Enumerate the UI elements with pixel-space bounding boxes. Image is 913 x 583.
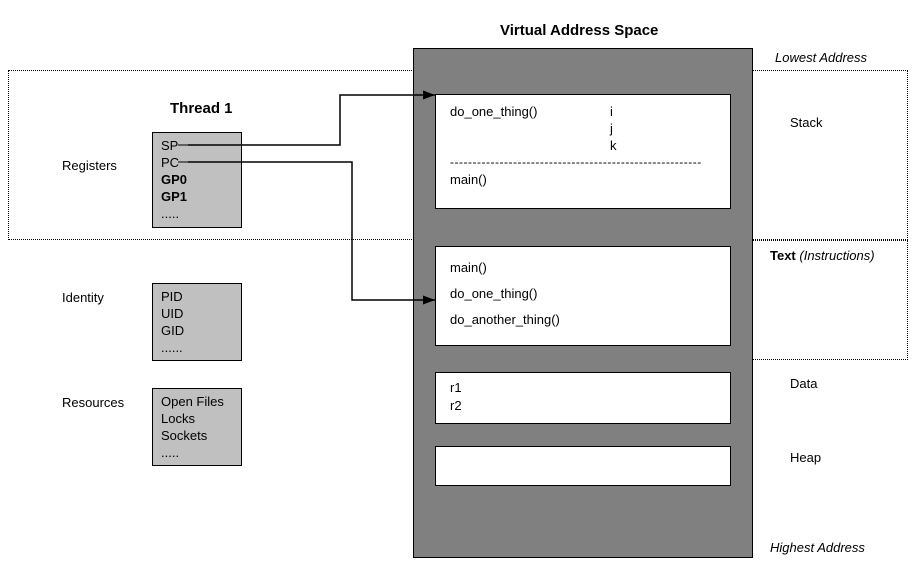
id-pid: PID bbox=[161, 288, 233, 305]
heap-box bbox=[435, 446, 731, 486]
reg-pc: PC bbox=[161, 154, 233, 171]
res-sockets: Sockets bbox=[161, 427, 233, 444]
text-main: main() bbox=[450, 255, 716, 281]
registers-box: SP PC GP0 GP1 ..... bbox=[152, 132, 242, 228]
reg-gp1: GP1 bbox=[161, 188, 233, 205]
text-label-suffix: (Instructions) bbox=[799, 248, 874, 263]
data-box: r1 r2 bbox=[435, 372, 731, 424]
resources-box: Open Files Locks Sockets ..... bbox=[152, 388, 242, 466]
reg-dots: ..... bbox=[161, 205, 233, 222]
data-r2: r2 bbox=[450, 397, 716, 415]
heap-label: Heap bbox=[790, 450, 821, 465]
id-gid: GID bbox=[161, 322, 233, 339]
res-open-files: Open Files bbox=[161, 393, 233, 410]
registers-label: Registers bbox=[62, 158, 117, 173]
stack-fn: do_one_thing() bbox=[450, 104, 537, 119]
lowest-address-label: Lowest Address bbox=[775, 50, 867, 65]
text-box: main() do_one_thing() do_another_thing() bbox=[435, 246, 731, 346]
text-fn1: do_one_thing() bbox=[450, 281, 716, 307]
text-label-row: Text (Instructions) bbox=[770, 248, 875, 263]
reg-sp: SP bbox=[161, 137, 233, 154]
vas-title: Virtual Address Space bbox=[500, 22, 658, 39]
res-locks: Locks bbox=[161, 410, 233, 427]
data-label: Data bbox=[790, 376, 817, 391]
thread-title: Thread 1 bbox=[170, 100, 233, 117]
id-uid: UID bbox=[161, 305, 233, 322]
stack-k: k bbox=[610, 137, 617, 154]
resources-label: Resources bbox=[62, 395, 124, 410]
stack-j: j bbox=[610, 120, 613, 137]
stack-i: i bbox=[610, 103, 613, 120]
reg-gp0: GP0 bbox=[161, 171, 233, 188]
id-dots: ...... bbox=[161, 339, 233, 356]
stack-label: Stack bbox=[790, 115, 823, 130]
identity-box: PID UID GID ...... bbox=[152, 283, 242, 361]
identity-label: Identity bbox=[62, 290, 104, 305]
stack-box: do_one_thing() i j k -------------------… bbox=[435, 94, 731, 209]
highest-address-label: Highest Address bbox=[770, 540, 865, 555]
stack-main: main() bbox=[450, 171, 716, 188]
text-fn2: do_another_thing() bbox=[450, 307, 716, 333]
text-label: Text bbox=[770, 248, 796, 263]
res-dots: ..... bbox=[161, 444, 233, 461]
stack-divider: ----------------------------------------… bbox=[450, 154, 716, 171]
data-r1: r1 bbox=[450, 379, 716, 397]
